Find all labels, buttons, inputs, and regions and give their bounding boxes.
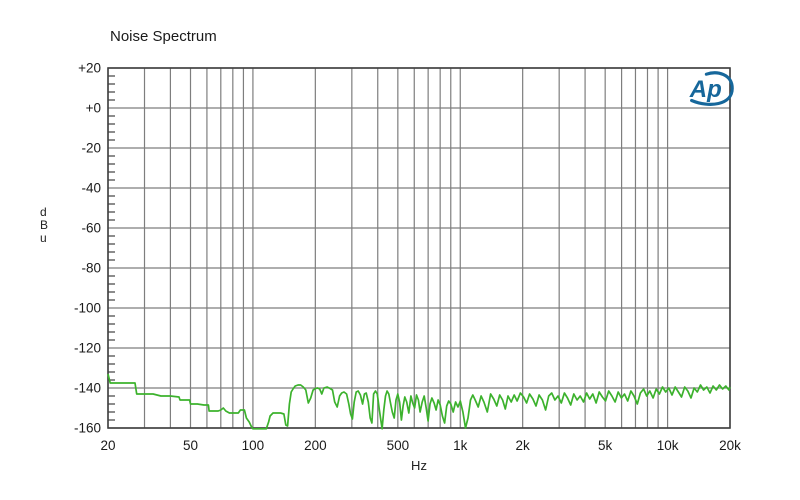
chart-title: Noise Spectrum <box>110 28 217 45</box>
noise-trace <box>107 373 731 430</box>
x-tick-label: 2k <box>516 438 531 453</box>
y-axis-unit-label: d B u <box>40 205 49 245</box>
x-tick-label: 5k <box>598 438 613 453</box>
audio-precision-logo: Ap <box>687 70 735 107</box>
y-tick-label: +0 <box>86 101 101 116</box>
ap-logo-icon: Ap <box>689 71 734 106</box>
y-tick-label: -100 <box>74 301 101 316</box>
y-tick-label: -80 <box>81 261 101 276</box>
y-tick-label: +20 <box>78 61 101 76</box>
y-tick-label: -160 <box>74 421 101 436</box>
x-tick-label: 500 <box>387 438 410 453</box>
plot-border <box>107 67 731 429</box>
x-tick-label: 10k <box>657 438 679 453</box>
y-tick-label: -140 <box>74 381 101 396</box>
x-tick-label: 100 <box>242 438 265 453</box>
y-tick-label: -20 <box>81 141 101 156</box>
x-tick-label: 50 <box>183 438 198 453</box>
x-tick-label: 20k <box>719 438 741 453</box>
x-tick-label: 200 <box>304 438 327 453</box>
y-tick-label: -120 <box>74 341 101 356</box>
x-axis-unit-label: Hz <box>411 458 427 473</box>
svg-text:Ap: Ap <box>689 76 722 103</box>
y-tick-label: -60 <box>81 221 101 236</box>
y-tick-label: -40 <box>81 181 101 196</box>
x-tick-label: 1k <box>453 438 468 453</box>
x-tick-label: 20 <box>100 438 115 453</box>
